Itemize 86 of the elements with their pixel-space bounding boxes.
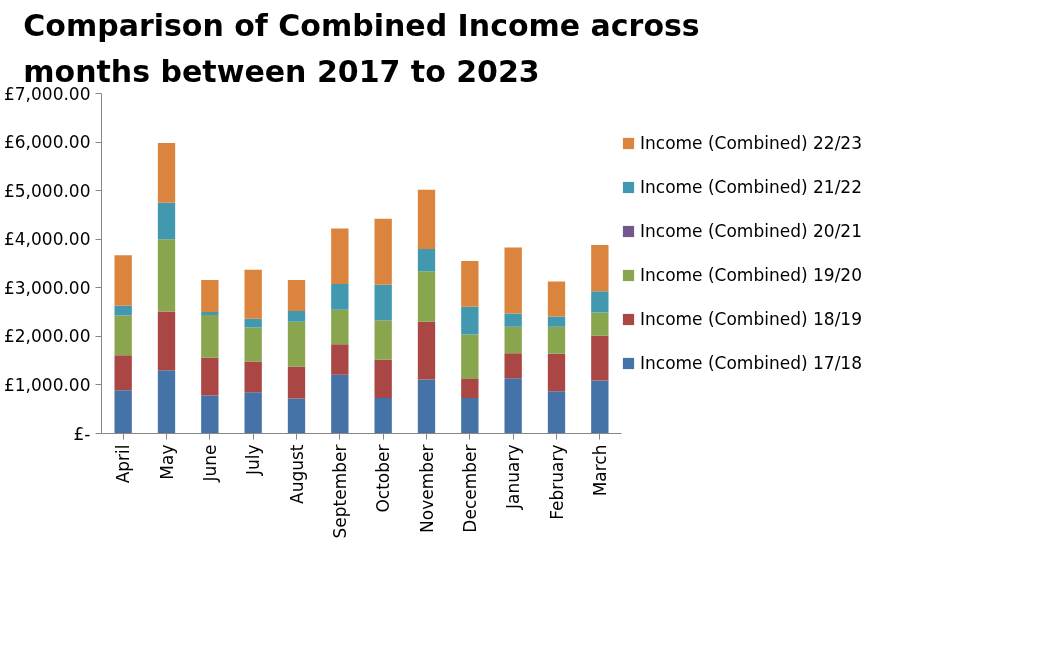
bar bbox=[244, 361, 262, 393]
x-tick-label: May bbox=[156, 444, 177, 480]
bar bbox=[287, 398, 306, 434]
bar bbox=[547, 316, 566, 327]
bar bbox=[201, 312, 219, 315]
bar bbox=[591, 335, 609, 381]
bar bbox=[201, 395, 219, 434]
bar bbox=[461, 306, 479, 335]
bar bbox=[287, 366, 306, 399]
y-tick-label: £6,000.00 bbox=[3, 132, 91, 153]
bar bbox=[157, 239, 176, 312]
y-tick-label: £2,000.00 bbox=[3, 326, 91, 347]
bar bbox=[417, 189, 436, 249]
bar bbox=[114, 390, 132, 434]
bar bbox=[201, 357, 219, 396]
bar bbox=[331, 228, 349, 284]
x-tick-label: October bbox=[373, 444, 394, 513]
bar bbox=[114, 355, 132, 391]
bar bbox=[461, 261, 479, 307]
y-tick-label: £7,000.00 bbox=[3, 83, 91, 104]
bar bbox=[417, 321, 436, 380]
bar bbox=[157, 202, 176, 240]
bar bbox=[114, 305, 132, 316]
bar bbox=[244, 269, 262, 319]
bar bbox=[331, 374, 349, 434]
bar bbox=[157, 143, 176, 203]
bar bbox=[157, 370, 176, 434]
legend-label: Income (Combined) 19/20 bbox=[640, 265, 862, 285]
bar bbox=[547, 281, 566, 317]
bar bbox=[374, 320, 392, 360]
y-tick-label: £3,000.00 bbox=[3, 277, 91, 298]
x-tick-label: January bbox=[503, 444, 524, 510]
y-tick-label: £1,000.00 bbox=[3, 374, 91, 395]
legend-label: Income (Combined) 18/19 bbox=[640, 309, 862, 329]
bar bbox=[591, 291, 609, 313]
bar bbox=[547, 353, 566, 392]
bar bbox=[331, 309, 349, 345]
legend-label: Income (Combined) 17/18 bbox=[640, 353, 862, 373]
bar bbox=[417, 248, 436, 272]
x-tick-label: April bbox=[113, 444, 134, 484]
bar bbox=[331, 283, 349, 310]
bar bbox=[157, 311, 176, 371]
bar bbox=[417, 379, 436, 434]
bar bbox=[461, 398, 479, 434]
bar bbox=[244, 327, 262, 362]
x-tick-label: February bbox=[546, 444, 567, 520]
bar bbox=[461, 379, 479, 399]
bar bbox=[504, 326, 522, 354]
x-tick-label: November bbox=[416, 444, 437, 533]
bar bbox=[547, 391, 566, 434]
bar bbox=[287, 321, 306, 367]
bar bbox=[201, 280, 219, 313]
legend-label: Income (Combined) 20/21 bbox=[640, 221, 862, 241]
x-tick-label: June bbox=[199, 444, 220, 483]
bar bbox=[331, 344, 349, 375]
legend-label: Income (Combined) 21/22 bbox=[640, 177, 862, 197]
bar bbox=[504, 378, 522, 434]
bar bbox=[547, 326, 566, 354]
x-tick-label: September bbox=[329, 444, 350, 539]
bar bbox=[591, 312, 609, 336]
y-tick-label: £- bbox=[73, 423, 91, 444]
bar bbox=[591, 245, 609, 292]
bar bbox=[201, 314, 219, 358]
x-tick-label: July bbox=[243, 444, 264, 477]
bar bbox=[374, 398, 392, 434]
bar bbox=[504, 313, 522, 327]
bar bbox=[461, 334, 479, 380]
bar bbox=[374, 218, 392, 285]
bar bbox=[244, 318, 262, 328]
bar bbox=[504, 353, 522, 379]
legend-label: Income (Combined) 22/23 bbox=[640, 133, 862, 153]
bar bbox=[287, 280, 306, 312]
bar bbox=[287, 311, 306, 322]
bar bbox=[417, 271, 436, 322]
y-tick-label: £4,000.00 bbox=[3, 229, 91, 250]
bar bbox=[374, 359, 392, 399]
bar bbox=[374, 284, 392, 321]
x-tick-label: August bbox=[286, 444, 307, 504]
x-tick-label: March bbox=[589, 444, 610, 497]
bar bbox=[114, 255, 132, 306]
x-tick-label: December bbox=[459, 444, 480, 533]
bar bbox=[114, 315, 132, 356]
bar bbox=[244, 392, 262, 434]
bar bbox=[504, 247, 522, 314]
bar bbox=[591, 380, 609, 434]
y-tick-label: £5,000.00 bbox=[3, 180, 91, 201]
